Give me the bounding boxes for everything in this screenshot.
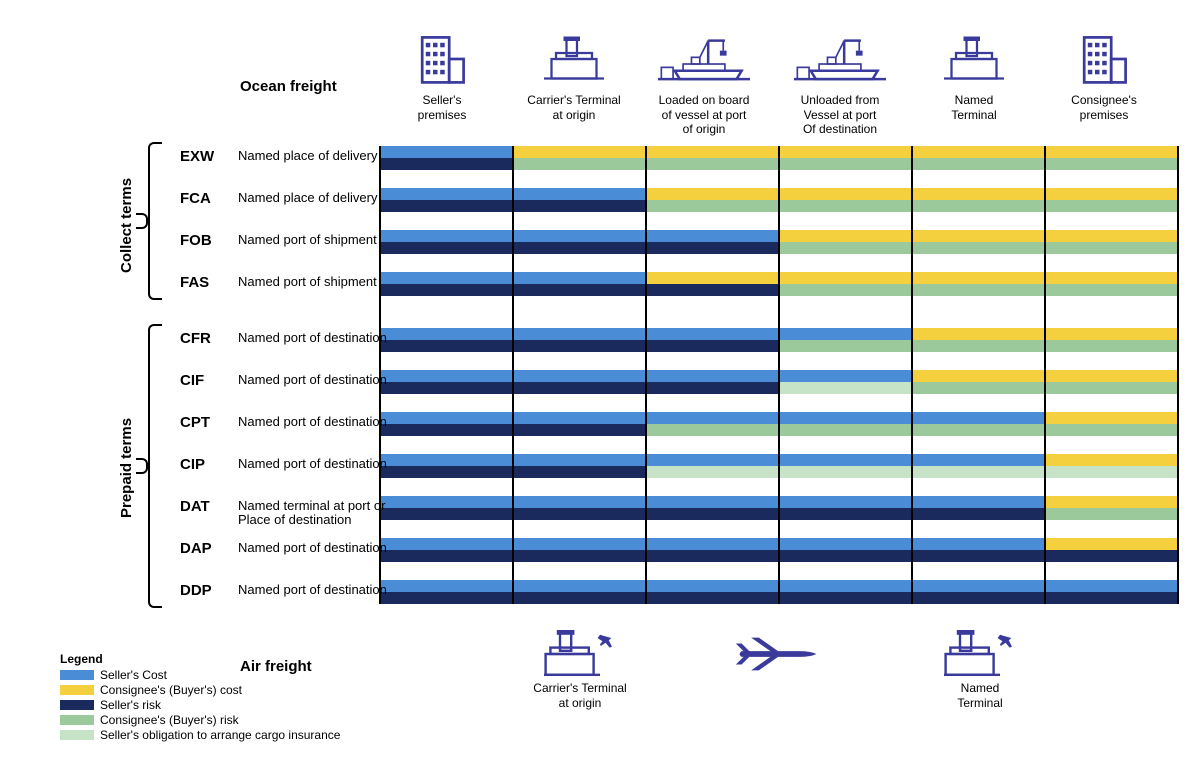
incoterm-code: DDP bbox=[180, 582, 212, 599]
column-divider bbox=[1044, 146, 1046, 604]
bottom-icon-label: Carrier's Terminalat origin bbox=[510, 681, 650, 710]
row-label-FAS: FASNamed port of shipment bbox=[180, 274, 209, 292]
terminal-air-icon bbox=[910, 630, 1050, 681]
group-label-0: Collect terms bbox=[118, 178, 135, 273]
incoterm-desc: Named port of shipment bbox=[238, 233, 377, 247]
incoterm-code: DAT bbox=[180, 498, 210, 515]
legend-swatch bbox=[60, 730, 94, 740]
incoterms-chart bbox=[380, 146, 1178, 604]
incoterm-code: CPT bbox=[180, 414, 210, 431]
row-label-DAT: DATNamed terminal at port orPlace of des… bbox=[180, 498, 210, 516]
incoterm-code: EXW bbox=[180, 148, 214, 165]
building-icon bbox=[1040, 32, 1168, 89]
column-header-2: Loaded on boardof vessel at portof origi… bbox=[640, 32, 768, 137]
legend-swatch bbox=[60, 670, 94, 680]
column-label: Carrier's Terminalat origin bbox=[510, 93, 638, 122]
incoterm-desc: Named place of delivery bbox=[238, 191, 377, 205]
port-icon bbox=[640, 32, 768, 89]
legend-label: Consignee's (Buyer's) cost bbox=[100, 683, 242, 697]
building-icon bbox=[378, 32, 506, 89]
legend-label: Seller's Cost bbox=[100, 668, 167, 682]
group-brace bbox=[148, 142, 162, 300]
legend-label: Seller's obligation to arrange cargo ins… bbox=[100, 728, 340, 742]
incoterm-desc: Named port of destination bbox=[238, 583, 387, 597]
incoterm-desc: Named port of destination bbox=[238, 415, 387, 429]
legend-label: Seller's risk bbox=[100, 698, 161, 712]
row-label-DAP: DAPNamed port of destination bbox=[180, 540, 212, 558]
column-header-1: Carrier's Terminalat origin bbox=[510, 32, 638, 122]
group-brace bbox=[148, 324, 162, 608]
incoterm-desc: Named port of destination bbox=[238, 331, 387, 345]
bottom-icon-0: Carrier's Terminalat origin bbox=[510, 630, 650, 710]
legend-swatch bbox=[60, 715, 94, 725]
incoterm-code: CFR bbox=[180, 330, 211, 347]
legend-item: Seller's risk bbox=[60, 698, 340, 712]
column-label: Consignee'spremises bbox=[1040, 93, 1168, 122]
column-divider bbox=[778, 146, 780, 604]
legend-swatch bbox=[60, 700, 94, 710]
row-label-EXW: EXWNamed place of delivery bbox=[180, 148, 214, 166]
bottom-icon-1 bbox=[710, 630, 850, 681]
bottom-icon-label: NamedTerminal bbox=[910, 681, 1050, 710]
row-label-CIP: CIPNamed port of destination bbox=[180, 456, 205, 474]
incoterm-code: FAS bbox=[180, 274, 209, 291]
incoterm-code: FCA bbox=[180, 190, 211, 207]
bottom-icon-2: NamedTerminal bbox=[910, 630, 1050, 710]
legend: LegendSeller's CostConsignee's (Buyer's)… bbox=[60, 652, 340, 743]
incoterm-desc: Named port of shipment bbox=[238, 275, 377, 289]
incoterm-code: FOB bbox=[180, 232, 212, 249]
terminal-icon bbox=[910, 32, 1038, 89]
incoterm-desc: Named port of destination bbox=[238, 457, 387, 471]
column-label: Loaded on boardof vessel at portof origi… bbox=[640, 93, 768, 136]
column-header-3: Unloaded fromVessel at portOf destinatio… bbox=[776, 32, 904, 137]
terminal-icon bbox=[510, 32, 638, 89]
row-label-CFR: CFRNamed port of destination bbox=[180, 330, 211, 348]
incoterm-code: DAP bbox=[180, 540, 212, 557]
ocean-freight-title: Ocean freight bbox=[240, 78, 337, 95]
legend-item: Consignee's (Buyer's) cost bbox=[60, 683, 340, 697]
legend-item: Consignee's (Buyer's) risk bbox=[60, 713, 340, 727]
port-icon bbox=[776, 32, 904, 89]
group-label-1: Prepaid terms bbox=[118, 418, 135, 518]
column-label: Seller'spremises bbox=[378, 93, 506, 122]
group-brace-nub bbox=[136, 213, 148, 229]
incoterm-desc: Named port of destination bbox=[238, 541, 387, 555]
incoterm-desc: Named port of destination bbox=[238, 373, 387, 387]
column-divider bbox=[1177, 146, 1179, 604]
column-header-0: Seller'spremises bbox=[378, 32, 506, 122]
row-label-CPT: CPTNamed port of destination bbox=[180, 414, 210, 432]
group-brace-nub bbox=[136, 458, 148, 474]
column-label: NamedTerminal bbox=[910, 93, 1038, 122]
legend-title: Legend bbox=[60, 652, 340, 666]
row-label-DDP: DDPNamed port of destination bbox=[180, 582, 212, 600]
column-header-5: Consignee'spremises bbox=[1040, 32, 1168, 122]
column-divider bbox=[512, 146, 514, 604]
column-divider bbox=[645, 146, 647, 604]
plane-icon bbox=[710, 630, 850, 681]
incoterm-code: CIF bbox=[180, 372, 204, 389]
terminal-air-icon bbox=[510, 630, 650, 681]
column-header-4: NamedTerminal bbox=[910, 32, 1038, 122]
incoterm-code: CIP bbox=[180, 456, 205, 473]
row-label-FCA: FCANamed place of delivery bbox=[180, 190, 211, 208]
legend-item: Seller's Cost bbox=[60, 668, 340, 682]
legend-swatch bbox=[60, 685, 94, 695]
row-label-CIF: CIFNamed port of destination bbox=[180, 372, 204, 390]
column-label: Unloaded fromVessel at portOf destinatio… bbox=[776, 93, 904, 136]
incoterm-desc: Named terminal at port orPlace of destin… bbox=[238, 499, 385, 528]
row-label-FOB: FOBNamed port of shipment bbox=[180, 232, 212, 250]
legend-label: Consignee's (Buyer's) risk bbox=[100, 713, 239, 727]
legend-item: Seller's obligation to arrange cargo ins… bbox=[60, 728, 340, 742]
column-divider bbox=[911, 146, 913, 604]
incoterm-desc: Named place of delivery bbox=[238, 149, 377, 163]
